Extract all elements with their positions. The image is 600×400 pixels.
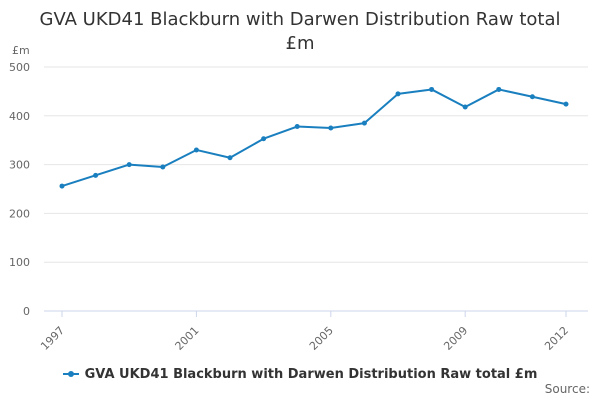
data-point [496, 86, 502, 92]
data-point [361, 120, 367, 126]
data-point [193, 147, 199, 153]
data-point [462, 104, 468, 110]
y-tick-label: 300 [9, 159, 30, 172]
data-point [563, 101, 569, 107]
x-tick-label: 2001 [173, 324, 202, 353]
data-point [93, 172, 99, 178]
legend-series-marker-icon [62, 371, 79, 377]
gridlines [44, 66, 588, 312]
data-point [429, 86, 435, 92]
y-tick-label: 100 [9, 256, 30, 269]
data-point [294, 124, 300, 130]
x-tick-label: 2009 [441, 324, 470, 353]
series-layer [59, 86, 569, 189]
y-axis-tick-labels: 0 100 200 300 400 500 [9, 61, 30, 318]
data-point [261, 136, 267, 142]
series-line [61, 88, 567, 188]
data-point [328, 125, 334, 131]
chart-title: GVA UKD41 Blackburn with Darwen Distribu… [0, 8, 600, 56]
y-axis-unit-label: £m [12, 44, 30, 57]
data-point [395, 91, 401, 97]
x-tick-label: 2005 [307, 324, 336, 353]
data-point [529, 94, 535, 100]
chart-title-line-2: £m [285, 33, 315, 54]
x-tick-label: 2012 [542, 324, 571, 353]
legend: GVA UKD41 Blackburn with Darwen Distribu… [0, 364, 600, 382]
data-point [227, 155, 233, 161]
x-tick-label: 1997 [38, 324, 67, 353]
chart-title-line-1: GVA UKD41 Blackburn with Darwen Distribu… [39, 9, 561, 30]
data-point [59, 183, 65, 189]
legend-series-label: GVA UKD41 Blackburn with Darwen Distribu… [84, 366, 538, 382]
x-axis: 1997 2001 2005 2009 2012 [38, 311, 571, 353]
data-point [160, 164, 166, 170]
y-tick-label: 400 [9, 110, 30, 123]
y-tick-label: 0 [23, 305, 30, 318]
data-point [126, 162, 132, 168]
y-tick-label: 200 [9, 207, 30, 220]
y-tick-label: 500 [9, 61, 30, 74]
source-label: Source: [544, 382, 590, 396]
legend-item-series[interactable]: GVA UKD41 Blackburn with Darwen Distribu… [62, 366, 538, 382]
